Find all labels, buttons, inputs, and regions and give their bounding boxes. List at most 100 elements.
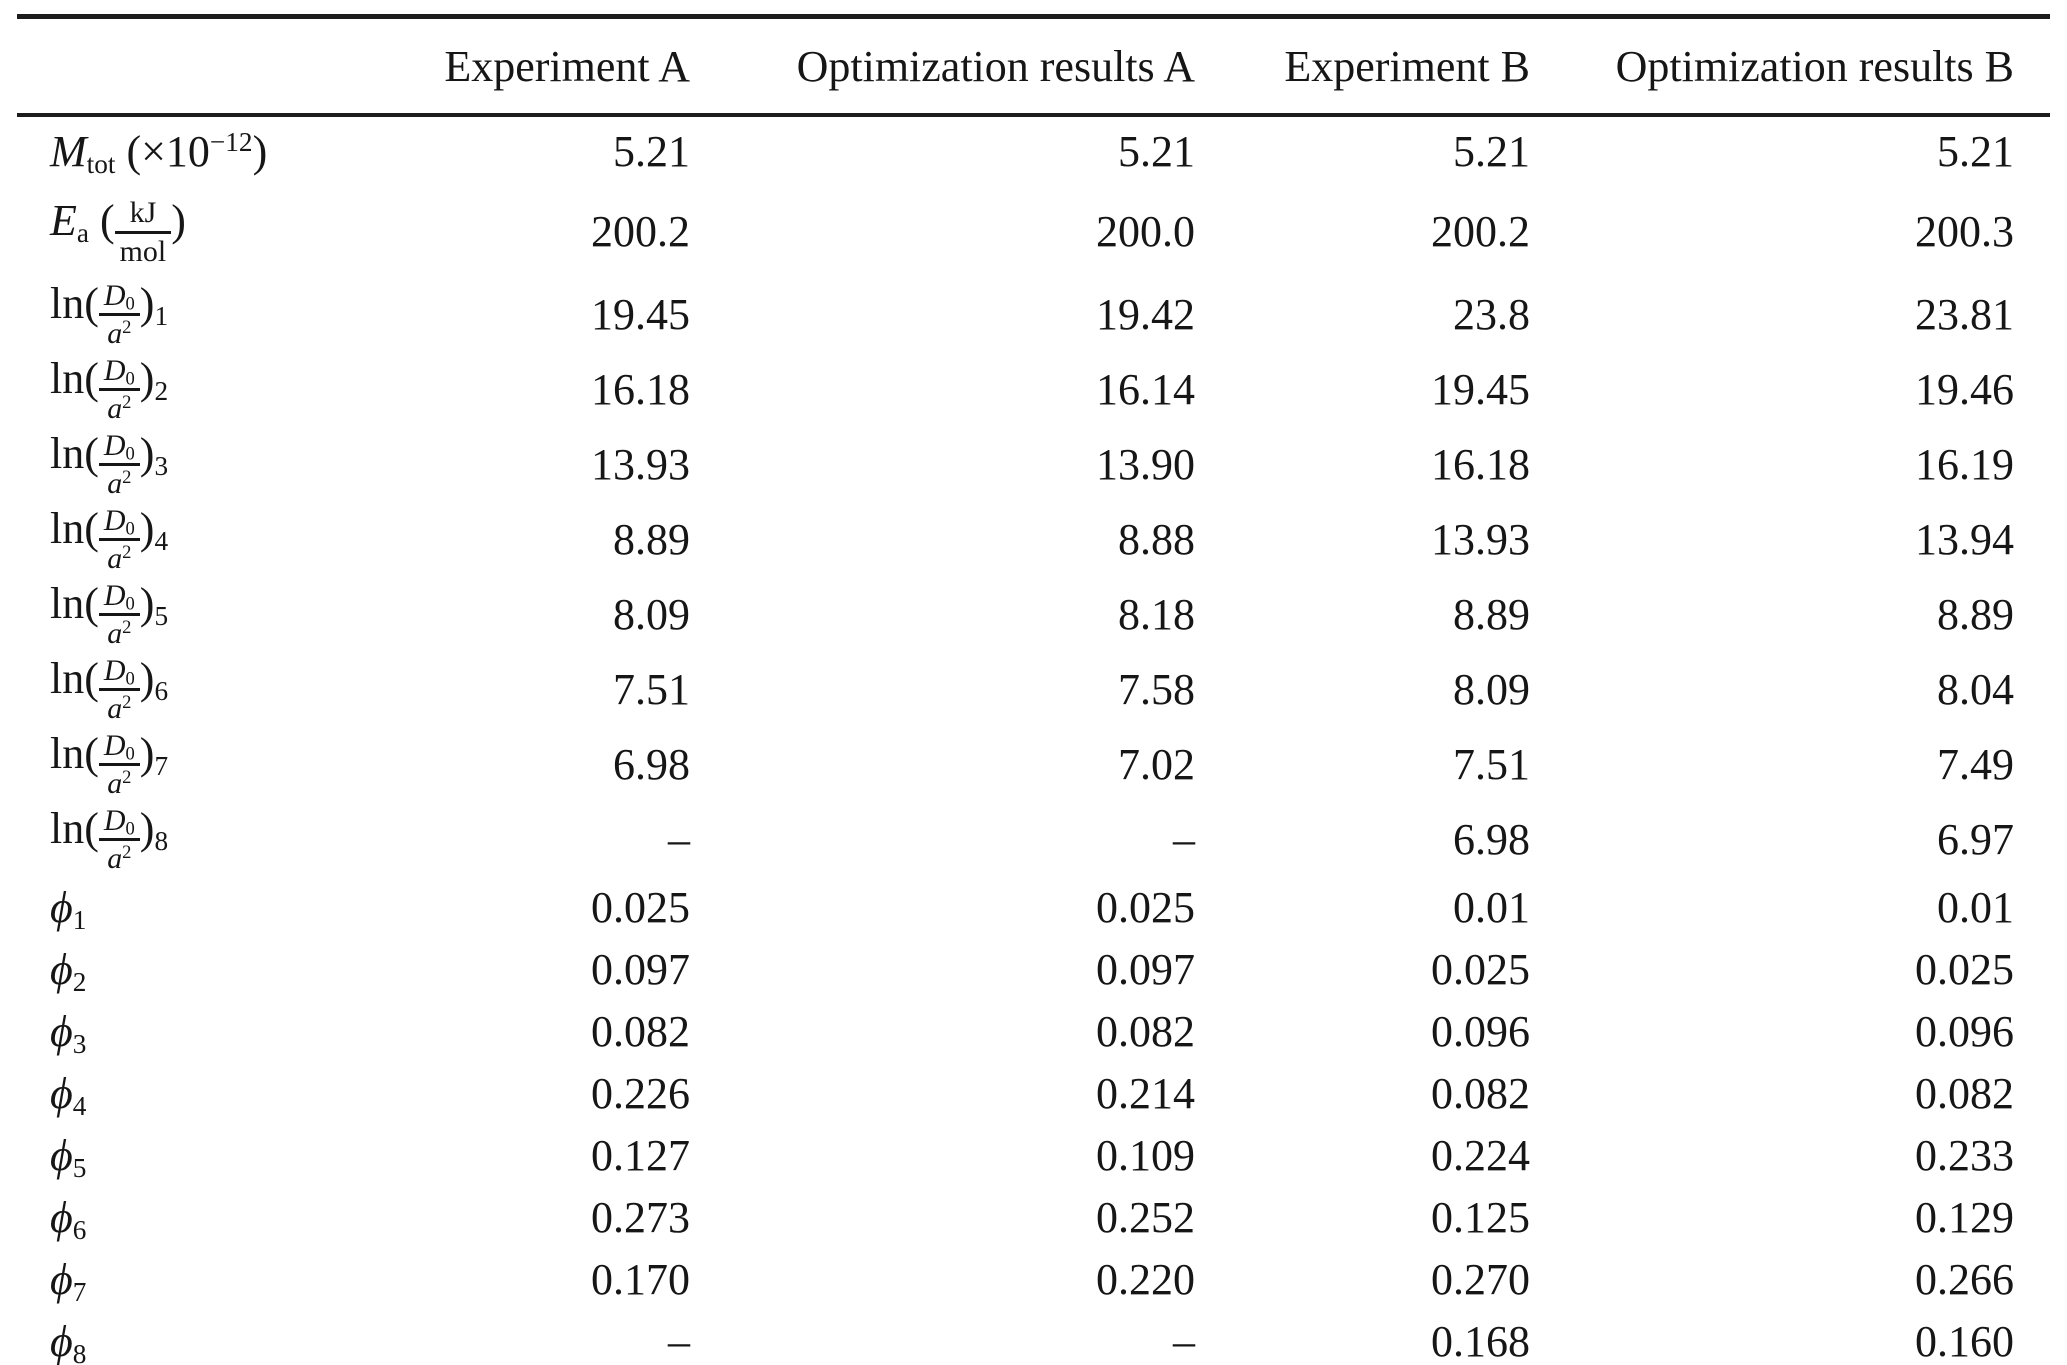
- cell-value: 8.09: [1453, 664, 1530, 714]
- cell-value: 0.082: [591, 1007, 690, 1056]
- cell-value: 16.19: [1915, 439, 2014, 489]
- cell-value: 13.93: [591, 439, 690, 489]
- table-row: ϕ7 0.170 0.220 0.270 0.266: [17, 1249, 2050, 1311]
- fraction: D0 a2: [98, 729, 140, 800]
- row-label: ϕ1: [50, 883, 87, 935]
- cell-value: 7.58: [1118, 664, 1195, 714]
- table-row: ϕ4 0.226 0.214 0.082 0.082: [17, 1063, 2050, 1125]
- cell-value: –: [1173, 814, 1195, 864]
- cell-value: 19.45: [591, 289, 690, 339]
- cell-value: 8.89: [1453, 589, 1530, 639]
- col-header-experiment-a: Experiment A: [444, 41, 690, 91]
- col-header-optimization-results-b: Optimization results B: [1615, 41, 2014, 91]
- row-label: Mtot (×10−12): [50, 127, 268, 179]
- cell-value: 0.082: [1915, 1069, 2014, 1118]
- cell-value: 6.98: [613, 739, 690, 789]
- table-row: ln(D0 a2)1 19.45 19.42 23.8 23.81: [17, 277, 2050, 352]
- cell-value: 0.125: [1431, 1193, 1530, 1242]
- cell-value: 5.21: [1937, 127, 2014, 176]
- cell-value: 0.170: [591, 1255, 690, 1304]
- cell-value: 23.8: [1453, 289, 1530, 339]
- cell-value: 0.252: [1096, 1193, 1195, 1242]
- cell-value: 0.270: [1431, 1255, 1530, 1304]
- cell-value: 8.09: [613, 589, 690, 639]
- cell-value: 8.18: [1118, 589, 1195, 639]
- table-row: ln(D0 a2)8 – – 6.98 6.97: [17, 802, 2050, 877]
- row-label: ln(D0 a2)1: [50, 278, 169, 350]
- table-row: ϕ2 0.097 0.097 0.025 0.025: [17, 939, 2050, 1001]
- header-row: Experiment A Optimization results A Expe…: [17, 17, 2050, 116]
- cell-value: 0.082: [1431, 1069, 1530, 1118]
- cell-value: 0.224: [1431, 1131, 1530, 1180]
- col-header-optimization-results-a: Optimization results A: [796, 41, 1195, 91]
- table-row: ln(D0 a2)2 16.18 16.14 19.45 19.46: [17, 352, 2050, 427]
- row-label: ln(D0 a2)6: [50, 653, 169, 725]
- cell-value: 0.096: [1431, 1007, 1530, 1056]
- row-label: ln(D0 a2)7: [50, 728, 169, 800]
- cell-value: 0.025: [1915, 945, 2014, 994]
- cell-value: 7.51: [1453, 739, 1530, 789]
- table-row: ϕ3 0.082 0.082 0.096 0.096: [17, 1001, 2050, 1063]
- table-row: Ea (kJ mol) 200.2 200.0 200.2 200.3: [17, 187, 2050, 277]
- cell-value: 5.21: [1118, 127, 1195, 176]
- cell-value: 0.129: [1915, 1193, 2014, 1242]
- cell-value: 200.2: [591, 207, 690, 256]
- fraction: D0 a2: [98, 504, 140, 575]
- cell-value: 200.0: [1096, 207, 1195, 256]
- cell-value: 6.97: [1937, 814, 2014, 864]
- cell-value: 13.90: [1096, 439, 1195, 489]
- cell-value: 0.082: [1096, 1007, 1195, 1056]
- fraction: D0 a2: [98, 279, 140, 350]
- cell-value: 0.025: [1431, 945, 1530, 994]
- cell-value: 200.3: [1915, 207, 2014, 256]
- cell-value: 16.18: [591, 364, 690, 414]
- cell-value: 8.89: [1937, 589, 2014, 639]
- row-label: ϕ7: [50, 1255, 87, 1307]
- cell-value: 7.49: [1937, 739, 2014, 789]
- fraction: kJ mol: [114, 197, 172, 267]
- cell-value: 16.18: [1431, 439, 1530, 489]
- fraction: D0 a2: [98, 354, 140, 425]
- cell-value: 0.226: [591, 1069, 690, 1118]
- table-row: ln(D0 a2)6 7.51 7.58 8.09 8.04: [17, 652, 2050, 727]
- table-row: ln(D0 a2)5 8.09 8.18 8.89 8.89: [17, 577, 2050, 652]
- row-label: ln(D0 a2)8: [50, 803, 169, 875]
- fraction: D0 a2: [98, 579, 140, 650]
- cell-value: 0.097: [1096, 945, 1195, 994]
- cell-value: 13.94: [1915, 514, 2014, 564]
- cell-value: 19.45: [1431, 364, 1530, 414]
- row-label: ϕ2: [50, 945, 87, 997]
- cell-value: 5.21: [613, 127, 690, 176]
- cell-value: 0.127: [591, 1131, 690, 1180]
- table-row: ln(D0 a2)3 13.93 13.90 16.18 16.19: [17, 427, 2050, 502]
- cell-value: 19.42: [1096, 289, 1195, 339]
- fraction: D0 a2: [98, 804, 140, 875]
- cell-value: 0.097: [591, 945, 690, 994]
- cell-value: 0.168: [1431, 1317, 1530, 1365]
- row-label: ϕ5: [50, 1131, 87, 1183]
- col-header-experiment-b: Experiment B: [1284, 41, 1530, 91]
- table-body: Mtot (×10−12) 5.21 5.21 5.21 5.21 Ea (kJ mol) 2…: [17, 115, 2050, 1365]
- cell-value: 0.160: [1915, 1317, 2014, 1365]
- cell-value: –: [1173, 1317, 1195, 1365]
- table-row: ϕ1 0.025 0.025 0.01 0.01: [17, 877, 2050, 939]
- table-header: Experiment A Optimization results A Expe…: [17, 17, 2050, 116]
- cell-value: 0.214: [1096, 1069, 1195, 1118]
- cell-value: 7.02: [1118, 739, 1195, 789]
- row-label: ln(D0 a2)3: [50, 428, 169, 500]
- cell-value: 0.025: [1096, 883, 1195, 932]
- row-label-header: [17, 17, 357, 116]
- row-label: ln(D0 a2)4: [50, 503, 169, 575]
- results-table: Experiment A Optimization results A Expe…: [17, 14, 2050, 1365]
- cell-value: 23.81: [1915, 289, 2014, 339]
- cell-value: 200.2: [1431, 207, 1530, 256]
- cell-value: 0.01: [1453, 883, 1530, 932]
- fraction: D0 a2: [98, 429, 140, 500]
- cell-value: 0.273: [591, 1193, 690, 1242]
- cell-value: 0.096: [1915, 1007, 2014, 1056]
- cell-value: 6.98: [1453, 814, 1530, 864]
- cell-value: 0.01: [1937, 883, 2014, 932]
- cell-value: –: [668, 1317, 690, 1365]
- cell-value: 0.266: [1915, 1255, 2014, 1304]
